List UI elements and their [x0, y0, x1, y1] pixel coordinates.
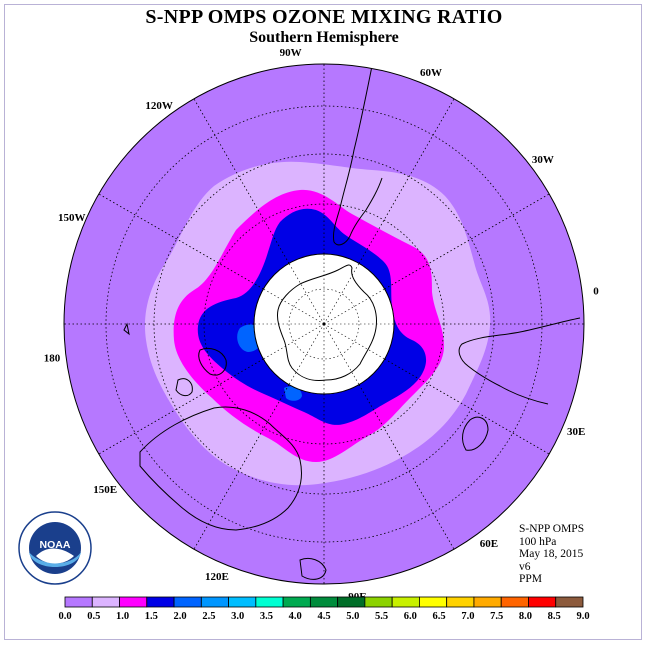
map-title: S-NPP OMPS OZONE MIXING RATIO	[145, 6, 503, 28]
colorbar-tick-label: 2.0	[174, 611, 187, 622]
colorbar-tick-label: 2.5	[202, 611, 215, 622]
colorbar-tick-label: 8.5	[548, 611, 561, 622]
colorbar-tick-label: 5.0	[346, 611, 359, 622]
info-date: May 18, 2015	[519, 548, 584, 560]
colorbar-swatch	[173, 596, 202, 608]
colorbar: 0.0 0.5 1.0 1.5 2.0 2.5 3.0 3.5 4.0 4.5 5.0 5.5 6.0 6…	[58, 596, 590, 622]
colorbar-swatch	[391, 596, 420, 608]
colorbar-tick-label: 9.0	[576, 611, 589, 622]
colorbar-tick-label: 4.5	[317, 611, 330, 622]
colorbar-tick-label: 1.0	[116, 611, 129, 622]
noaa-logo: NOAA	[18, 511, 92, 585]
info-version: v6	[519, 560, 531, 573]
colorbar-swatch	[364, 596, 393, 608]
colorbar-swatch	[146, 596, 175, 608]
longitude-label: 150E	[93, 484, 117, 496]
colorbar-swatch	[119, 596, 148, 608]
colorbar-swatch	[446, 596, 475, 608]
colorbar-swatch	[228, 596, 257, 608]
antarctica-coastline	[277, 264, 377, 381]
colorbar-tick-label: 1.5	[145, 611, 158, 622]
colorbar-swatch	[500, 596, 529, 608]
info-units: PPM	[519, 573, 543, 585]
colorbar-swatch	[473, 596, 502, 608]
colorbar-tick-label: 8.0	[519, 611, 532, 622]
colorbar-tick-label: 4.0	[289, 611, 302, 622]
colorbar-swatch	[528, 596, 557, 608]
inner-latitude-circle	[288, 288, 360, 360]
info-instrument: S-NPP OMPS	[519, 523, 585, 535]
colorbar-tick-label: 3.5	[260, 611, 273, 622]
longitude-label: 150W	[58, 212, 86, 224]
colorbar-tick-label: 0.0	[58, 611, 71, 622]
colorbar-swatch	[255, 596, 284, 608]
colorbar-tick-label: 7.5	[490, 611, 503, 622]
colorbar-tick-label: 3.0	[231, 611, 244, 622]
longitude-labels: 90W60W30W030E60E90E120E150E180150W120W	[44, 47, 599, 603]
colorbar-swatch	[419, 596, 448, 608]
longitude-label: 90W	[280, 47, 302, 59]
coastlines	[123, 65, 581, 580]
colorbar-tick-label: 0.5	[87, 611, 100, 622]
longitude-label: 180	[44, 352, 61, 364]
colorbar-swatch	[309, 596, 339, 608]
longitude-label: 30W	[532, 154, 554, 166]
longitude-label: 120W	[145, 100, 173, 112]
longitude-label: 0	[593, 286, 599, 298]
contour-2.0	[237, 324, 302, 401]
colorbar-swatch	[555, 596, 584, 608]
colorbar-tick-label: 6.5	[433, 611, 446, 622]
noaa-logo-text: NOAA	[40, 539, 71, 551]
colorbar-swatch	[200, 596, 229, 608]
longitude-label: 120E	[205, 571, 229, 583]
colorbar-tick-label: 7.0	[461, 611, 474, 622]
map-subtitle: Southern Hemisphere	[249, 29, 399, 46]
colorbar-swatch	[337, 596, 366, 608]
longitude-label: 60E	[480, 538, 498, 550]
south-pole-marker	[322, 322, 326, 326]
image-frame	[4, 4, 642, 640]
longitude-label: 30E	[567, 426, 585, 438]
longitude-label: 60W	[420, 67, 442, 79]
colorbar-tick-label: 5.5	[375, 611, 388, 622]
info-block: S-NPP OMPS 100 hPa May 18, 2015 v6 PPM	[519, 523, 584, 586]
colorbar-swatch	[64, 596, 93, 608]
info-level: 100 hPa	[519, 535, 557, 548]
colorbar-swatch	[91, 596, 120, 608]
colorbar-swatch	[282, 596, 311, 608]
colorbar-tick-label: 6.0	[404, 611, 417, 622]
